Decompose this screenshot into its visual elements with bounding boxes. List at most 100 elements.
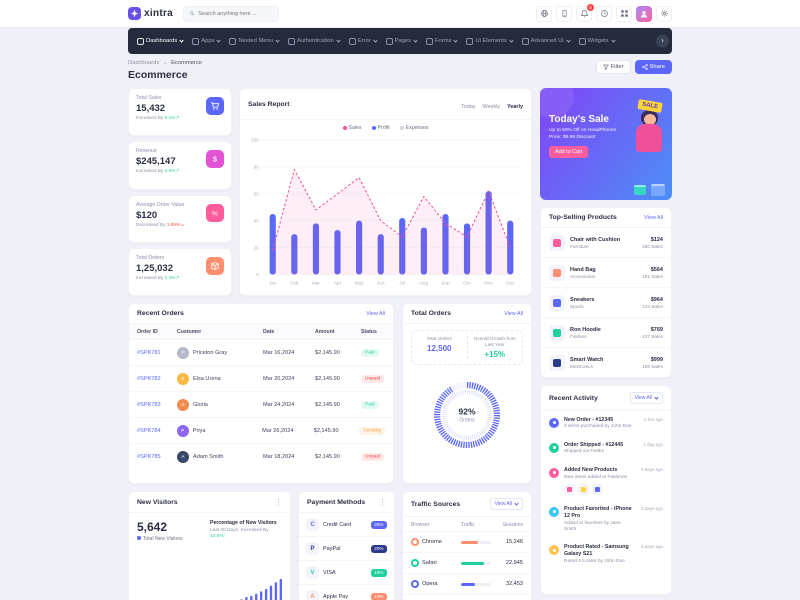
customer-name: Priceton Gray <box>193 349 228 356</box>
main-nav: Dashboards Apps Nested Menu Authentication E… <box>128 28 672 54</box>
legend-profit: Profit <box>371 125 390 131</box>
nav-item-nested-menu[interactable]: Nested Menu <box>225 35 282 48</box>
product-ron-hoodie[interactable]: Ron Hoodie Fashion $769 127 Sales <box>541 318 671 348</box>
apps-icon <box>192 37 200 45</box>
nav-item-error[interactable]: Error <box>345 35 381 48</box>
customer-avatar: A <box>177 450 189 463</box>
traffic-view-all-button[interactable]: View All <box>489 498 523 510</box>
product-thumbnail <box>549 264 565 281</box>
product-thumbnail <box>549 354 565 371</box>
filter-button[interactable]: Filter <box>595 60 631 74</box>
top-products-view-all[interactable]: View All <box>644 214 663 221</box>
clock-icon <box>600 10 608 17</box>
share-button[interactable]: Share <box>634 60 672 74</box>
payment-name: VISA <box>323 569 336 576</box>
nav-item-dashboards[interactable]: Dashboards <box>133 35 187 48</box>
chevron-down-icon <box>565 38 571 43</box>
chevron-down-icon <box>610 38 616 43</box>
activity-item: Order Shipped - #12445 Shipped via FedEx 1… <box>541 436 671 461</box>
summary-label: Total Orders <box>426 336 453 341</box>
svg-text:Dec: Dec <box>506 280 515 286</box>
pages-icon <box>385 37 393 45</box>
activity-dot-icon <box>549 545 559 556</box>
nav-item-pages[interactable]: Pages <box>382 35 421 48</box>
chevron-down-icon <box>514 501 519 506</box>
sessions-value: 22,945 <box>505 560 523 566</box>
order-id-link[interactable]: #SPK782 <box>137 375 161 382</box>
nav-item-apps[interactable]: Apps <box>188 35 224 48</box>
recent-activity-card: Recent Activity View All New Order - #12… <box>540 385 672 595</box>
breadcrumb: Dashboards → Ecommerce <box>128 60 202 66</box>
recent-activity-title: Recent Activity <box>549 394 598 402</box>
phone-icon <box>562 9 566 18</box>
order-id-link[interactable]: #SPK784 <box>137 427 161 434</box>
settings-button[interactable] <box>656 5 672 22</box>
svg-text:Mar: Mar <box>312 280 321 286</box>
new-visitors-card: New Visitors ⋮ 5,642 Total New Visitors … <box>128 491 291 600</box>
orders-summary: Total Orders 12,500 Overall Growth from … <box>411 330 523 365</box>
breadcrumb-dashboards[interactable]: Dashboards <box>128 60 160 66</box>
search-input[interactable] <box>198 10 274 17</box>
order-id-link[interactable]: #SPK785 <box>137 453 161 460</box>
recent-orders-view-all[interactable]: View All <box>366 310 385 317</box>
activity-dot-icon <box>549 442 559 453</box>
nav-item-forms[interactable]: Forms <box>422 35 461 48</box>
stat-change: Increased By 5.1%↗ <box>136 115 180 120</box>
stat-change: Decreased By 1.09%↘ <box>136 221 184 227</box>
order-amount: $2,145.90 <box>313 427 339 434</box>
apps-launcher-button[interactable] <box>616 5 632 22</box>
activity-view-all-button[interactable]: View All <box>629 392 663 404</box>
breadcrumb-current: Ecommerce <box>171 60 202 66</box>
call-button[interactable] <box>556 5 572 22</box>
product-thumbnail <box>592 483 603 495</box>
stat-card-total-orders: Total Orders 1,25,032 Increased By 2.3%↗ <box>128 247 232 296</box>
customer-name: Adam Smith <box>193 453 224 460</box>
product-chair-with-cushion[interactable]: Chair with Cushion Furniture $124 260 Sales <box>541 228 671 258</box>
nav-scroll-right-button[interactable]: › <box>656 34 669 48</box>
nav-item-ui-elements[interactable]: Ui Elements <box>462 35 516 48</box>
cart-icon <box>206 97 224 115</box>
logo[interactable]: xintra <box>128 7 173 20</box>
total-orders-view-all[interactable]: View All <box>504 310 523 317</box>
product-smart-watch[interactable]: Smart Watch Electronics $999 108 Sales <box>541 348 671 377</box>
order-row: #SPK784 P Priya Mar 26,2024 $2,145.90 Pending <box>129 418 393 444</box>
product-category: Electronics <box>570 363 593 369</box>
banner-subtitle: Up to 50% Off on HeadPhones <box>549 128 617 133</box>
sales-range-weekly[interactable]: Weekly <box>482 104 501 110</box>
sales-range-yearly[interactable]: Yearly <box>507 104 523 110</box>
nav-item-authentication[interactable]: Authentication <box>284 35 344 48</box>
recent-orders-title: Recent Orders <box>137 310 184 317</box>
product-sneakers[interactable]: Sneakers Sports $964 134 Sales <box>541 288 671 318</box>
product-thumbnail <box>549 294 565 311</box>
more-options-icon[interactable]: ⋮ <box>275 499 282 506</box>
product-hand-bag[interactable]: Hand Bag Accessories $564 181 Sales <box>541 258 671 288</box>
customer-name: Elsa Urena <box>193 375 221 382</box>
add-to-cart-button[interactable]: Add to Cart <box>549 146 589 158</box>
dollar-icon: $ <box>206 150 224 169</box>
order-status-badge: Paid <box>361 401 379 409</box>
activity-title: Added New Products <box>564 466 618 473</box>
safari-icon <box>411 559 419 567</box>
order-id-link[interactable]: #SPK783 <box>137 401 161 408</box>
language-button[interactable] <box>536 5 552 22</box>
search-box[interactable] <box>183 5 280 22</box>
banner-price: Price: $9.99 Discount <box>549 135 596 140</box>
stat-card-average-order-value: Average Order Value $120 Decreased By 1.09… <box>128 194 232 243</box>
activity-desc: 2 items purchased by John Doe <box>564 424 632 430</box>
user-avatar[interactable] <box>636 5 652 22</box>
sales-range-today[interactable]: Today <box>461 104 476 110</box>
more-options-icon[interactable]: ⋮ <box>379 499 386 506</box>
product-price: $964 <box>650 296 663 303</box>
order-date: Mar 16,2024 <box>263 349 295 356</box>
sales-legend: Sales Profit Expenses <box>240 120 531 132</box>
notifications-button[interactable]: 5 <box>576 3 594 22</box>
order-id-link[interactable]: #SPK781 <box>137 349 161 356</box>
timer-button[interactable] <box>596 5 612 22</box>
chevron-down-icon <box>336 38 341 43</box>
nav-item-widgets[interactable]: Widgets <box>575 35 619 48</box>
browser-name: Safari <box>422 560 437 566</box>
nav-item-advanced-ui[interactable]: Advanced Ui <box>518 35 574 48</box>
traffic-row-chrome: Chrome 15,246 <box>403 532 531 553</box>
orders-table: #SPK781 P Priceton Gray Mar 16,2024 $2,145.9… <box>129 340 393 469</box>
legend-sales: Sales <box>342 125 362 131</box>
